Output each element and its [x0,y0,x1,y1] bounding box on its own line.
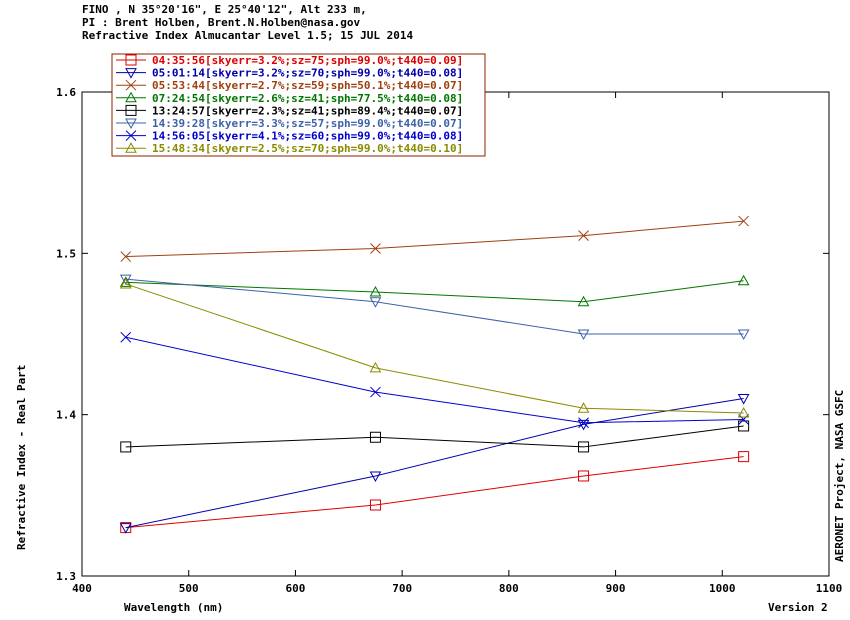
data-point [738,420,750,432]
legend-marker [125,54,137,66]
data-point [577,402,590,413]
header-line-2: PI : Brent Holben, Brent.N.Holben@nasa.g… [82,16,361,29]
series-3 [120,215,749,262]
series-4 [119,274,750,307]
series-line [125,398,744,529]
legend-box [111,53,486,157]
x-tick-label: 600 [285,582,305,595]
y-tick-label: 1.4 [56,409,76,422]
series-line [125,425,744,448]
series-line [125,336,744,424]
x-tick-label: 1000 [709,582,736,595]
data-point [578,470,590,482]
data-point [577,295,590,307]
x-tick-label: 500 [179,582,199,595]
data-point [370,243,381,254]
legend-entry: 14:56:05[skyerr=4.1%;sz=60;sph=99.0%;t44… [152,130,463,143]
legend-entry: 13:24:57[skyerr=2.3%;sz=41;sph=89.4%;t44… [152,104,463,117]
data-point [369,297,382,308]
data-point [119,277,132,289]
x-tick-label: 900 [606,582,626,595]
data-point [120,331,132,343]
x-tick-label: 400 [72,582,92,595]
legend-marker [125,130,137,141]
header-line-1: FINO , N 35°20'16", E 25°40'12", Alt 233… [82,3,367,16]
y-axis-label: Refractive Index - Real Part [15,365,28,550]
series-5 [120,420,750,453]
legend-entry: 05:53:44[skyerr=2.7%;sz=59;sph=50.1%;t44… [152,79,463,92]
series-line [125,220,744,258]
data-point [120,251,132,262]
x-tick-label: 1100 [816,582,843,595]
x-tick-label: 800 [499,582,519,595]
data-point [119,523,132,534]
y-tick-label: 1.6 [56,86,76,99]
series-6 [119,274,750,341]
data-point [369,361,382,373]
credit-label: AERONET Project, NASA GSFC [833,390,846,562]
legend-marker [125,104,137,116]
data-point [578,230,589,241]
legend-marker [125,68,137,79]
data-point [369,499,381,511]
series-7 [120,331,749,429]
data-point [737,329,750,341]
legend-entry: 15:48:34[skyerr=2.5%;sz=70;sph=99.0%;t44… [152,142,463,155]
data-point [369,471,382,483]
version-label: Version 2 [768,601,828,614]
series-line [125,456,744,529]
series-line [125,283,744,414]
series-2 [119,394,750,534]
legend-entry: 14:39:28[skyerr=3.3%;sz=57;sph=99.0%;t44… [152,117,463,130]
legend-marker [125,79,137,91]
series-8 [119,277,750,418]
series-line [125,278,744,335]
y-tick-label: 1.5 [56,247,76,260]
data-point [119,276,132,287]
data-point [737,274,750,286]
legend-marker [125,118,137,130]
legend-entry: 07:24:54[skyerr=2.6%;sz=41;sph=77.5%;t44… [152,92,463,105]
data-point [738,451,750,463]
data-point [369,431,381,443]
data-point [577,329,590,341]
data-point [120,441,132,453]
legend-marker [125,142,137,153]
data-point [737,394,750,405]
series-line [125,280,744,303]
y-tick-label: 1.3 [56,570,76,583]
x-axis-label: Wavelength (nm) [124,601,223,614]
data-point [578,441,590,453]
data-point [737,407,750,418]
data-point [119,274,132,286]
data-point [738,414,749,425]
data-point [578,417,589,429]
legend-marker [125,91,137,103]
data-point [738,215,749,227]
legend-entry: 04:35:56[skyerr=3.2%;sz=75;sph=99.0%;t44… [152,54,463,67]
x-tick-label: 700 [392,582,412,595]
legend-entry: 05:01:14[skyerr=3.2%;sz=70;sph=99.0%;t44… [152,67,463,80]
data-point [369,286,382,297]
header-line-3: Refractive Index Almucantar Level 1.5; 1… [82,29,414,42]
legend: 04:35:56[skyerr=3.2%;sz=75;sph=99.0%;t44… [111,53,486,157]
data-point [370,386,381,398]
